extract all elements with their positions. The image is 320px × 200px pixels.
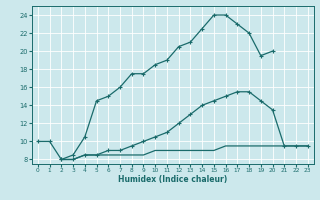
X-axis label: Humidex (Indice chaleur): Humidex (Indice chaleur): [118, 175, 228, 184]
